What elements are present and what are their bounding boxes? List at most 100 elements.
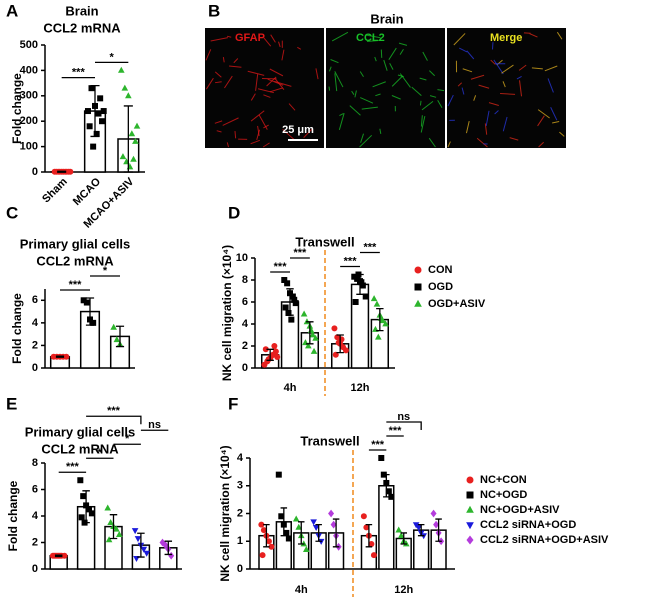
cell-process <box>366 34 381 39</box>
legend-marker <box>414 266 422 274</box>
cell-process <box>473 95 477 101</box>
cell-process <box>247 70 265 76</box>
cell-process <box>366 39 379 42</box>
legend-marker <box>466 535 474 545</box>
bracket <box>86 415 142 425</box>
cell-process <box>502 81 506 88</box>
cell-process <box>383 59 388 71</box>
data-point <box>80 493 87 500</box>
cell-process <box>556 31 563 40</box>
data-point <box>83 299 90 306</box>
panel-letter: D <box>228 203 240 222</box>
y-tick-label: 2 <box>32 339 38 351</box>
data-point <box>373 300 381 307</box>
y-tick-label: 300 <box>20 90 38 102</box>
cell-process <box>422 51 428 61</box>
cell-process <box>269 68 284 77</box>
panel-letter: F <box>228 394 238 413</box>
data-point <box>291 296 298 303</box>
cell-process <box>419 77 427 81</box>
cell-process <box>334 71 344 88</box>
data-point <box>370 295 378 302</box>
cell-process <box>470 74 485 80</box>
cell-process <box>398 42 408 46</box>
error-bar <box>263 523 270 548</box>
cell-process <box>258 114 268 130</box>
cell-process <box>537 115 545 127</box>
cell-process <box>550 107 558 121</box>
significance-label: ns <box>148 419 161 431</box>
significance-label: * <box>98 447 103 459</box>
data-point <box>282 304 289 311</box>
significance-label: *** <box>344 255 358 267</box>
cell-process <box>263 37 272 47</box>
data-point <box>77 477 84 484</box>
significance-label: * <box>103 265 108 277</box>
panel-letter: E <box>6 394 17 413</box>
data-point <box>368 541 375 548</box>
data-point <box>395 526 403 533</box>
data-point <box>430 509 437 518</box>
cell-process <box>234 130 237 139</box>
legend-marker <box>466 476 474 484</box>
data-point <box>397 532 405 539</box>
data-point <box>338 336 345 343</box>
y-axis-label: NK cell migration (×10⁴) <box>220 245 234 381</box>
cell-process <box>278 41 281 48</box>
y-tick-label: 0 <box>32 362 38 374</box>
data-point <box>113 336 121 343</box>
data-point <box>310 519 317 526</box>
channel-label: Merge <box>490 32 522 44</box>
cell-process <box>459 47 468 53</box>
data-point <box>63 353 70 360</box>
data-point <box>259 552 266 559</box>
cell-process <box>222 117 239 126</box>
cell-process <box>461 87 465 95</box>
y-tick-label: 2 <box>242 340 248 352</box>
data-point <box>131 528 139 535</box>
data-point <box>370 552 377 559</box>
cell-process <box>274 80 292 87</box>
cell-process <box>351 90 355 95</box>
data-point <box>415 524 422 531</box>
cell-process <box>328 86 331 91</box>
data-point <box>292 515 300 522</box>
significance-label: * <box>110 51 115 63</box>
cell-process <box>552 120 560 124</box>
data-point <box>132 137 139 144</box>
data-point <box>258 521 265 528</box>
error-bar <box>85 297 95 326</box>
micrograph <box>447 28 566 148</box>
error-bar <box>297 521 305 545</box>
significance-label: *** <box>69 279 83 291</box>
data-point <box>305 342 312 349</box>
error-bar <box>336 334 344 354</box>
legend-label: CON <box>428 264 453 276</box>
cell-process <box>399 73 411 88</box>
data-point <box>143 550 150 557</box>
legend-label: CCL2 siRNA+OGD+ASIV <box>480 534 609 546</box>
data-point <box>78 514 85 521</box>
image-title: Brain <box>370 11 403 26</box>
y-tick-label: 4 <box>242 318 249 330</box>
data-point <box>110 323 117 330</box>
error-bar <box>266 348 274 361</box>
legend-label: NC+OGD+ASIV <box>480 504 560 516</box>
cell-process <box>493 59 504 75</box>
cell-process <box>559 131 565 137</box>
significance-label: *** <box>371 439 385 451</box>
legend-marker <box>466 491 474 499</box>
cell-process <box>453 33 466 46</box>
data-point <box>388 493 395 500</box>
data-point <box>328 509 335 518</box>
error-bar <box>90 84 100 138</box>
cell-process <box>282 129 295 141</box>
data-point <box>285 535 292 542</box>
legend-marker <box>414 283 422 291</box>
channel-label: CCL2 <box>356 32 385 44</box>
data-point <box>140 546 148 553</box>
data-point <box>95 110 102 117</box>
cell-process <box>391 75 404 87</box>
y-tick-label: 4 <box>32 317 39 329</box>
